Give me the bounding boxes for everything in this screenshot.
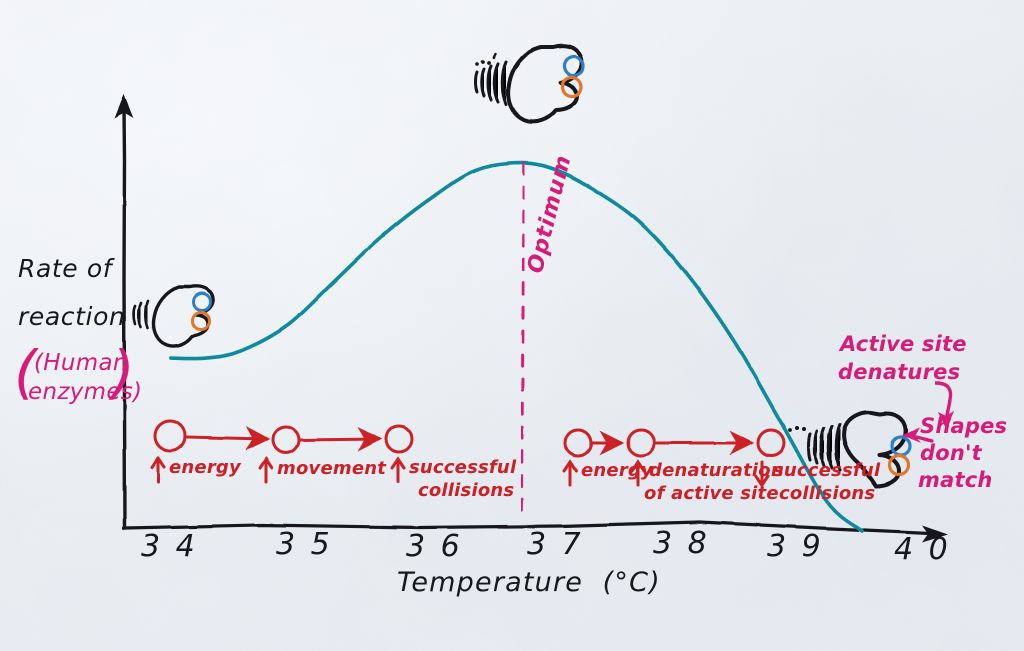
- active-site-note-line1: Active site: [840, 332, 967, 356]
- enzyme-motion-lines: [807, 422, 842, 472]
- enzyme-speed-dots: [788, 426, 806, 432]
- x-axis-title: Temperature (°C): [397, 567, 661, 598]
- shapes-note-line2: don't: [920, 441, 982, 465]
- step-node-1: [563, 428, 593, 458]
- arrow-up-left-2: [258, 456, 274, 484]
- arrow-down-right-3: [754, 460, 770, 488]
- arrow-up-left-1: [150, 455, 166, 484]
- arrow-up-right-2: [630, 459, 646, 487]
- right-step-3-label-line2: collisions: [779, 483, 876, 504]
- left-step-2-label: movement: [277, 458, 387, 479]
- x-tick-label-40: 4 0: [894, 532, 951, 567]
- x-tick-label-38: 3 8: [653, 526, 710, 561]
- right-step-3-label-line1: successful: [773, 460, 881, 481]
- right-step-chain: [563, 428, 786, 458]
- substrate-bottom-circle: [191, 311, 211, 331]
- left-paren: (: [14, 338, 37, 406]
- left-step-1-label: energy: [169, 457, 241, 478]
- step-connector-1: [185, 426, 271, 451]
- x-tick-label-37: 3 7: [527, 527, 584, 562]
- optimum-dashed-line: [519, 161, 526, 518]
- arrow-up-right-1: [562, 459, 578, 487]
- substrate-bottom-circle: [560, 75, 584, 99]
- enzyme-body-outline: [841, 410, 908, 488]
- shapes-note-line3: match: [918, 468, 993, 492]
- arrow-up-left-3: [390, 456, 406, 484]
- left-step-chain: [153, 419, 414, 455]
- step-node-1: [153, 419, 187, 453]
- step-caption-arrows: [150, 455, 770, 488]
- y-axis-label-line2: reaction: [18, 302, 126, 331]
- enzyme-speed-dots: [475, 60, 491, 66]
- y-axis-label-line1: Rate of: [18, 254, 113, 283]
- x-tick-label-35: 3 5: [276, 527, 333, 562]
- x-axis-arrowhead: [922, 525, 948, 542]
- substrate-top-circle: [562, 54, 586, 78]
- enzyme-low-temp-icon: [132, 284, 215, 348]
- enzyme-motion-lines: [474, 52, 508, 106]
- x-axis-line: [122, 520, 932, 535]
- y-axis-sublabel-group: ( ) (Human enzymes): [14, 343, 142, 410]
- x-tick-label-36: 3 6: [406, 529, 463, 564]
- shapes-note-line1: Shapes: [920, 414, 1008, 438]
- y-axis-line: [122, 106, 127, 530]
- x-tick-label-39: 3 9: [767, 529, 824, 564]
- substrate-top-circle: [192, 292, 212, 312]
- axes-group: [114, 94, 948, 542]
- y-axis-sublabel-line2: enzymes): [28, 379, 143, 405]
- enzyme-optimum-icon: [474, 43, 586, 124]
- y-axis-sublabel-line1: (Human: [34, 350, 128, 376]
- left-step-3-label-line2: collisions: [418, 480, 515, 501]
- rate-of-reaction-curve: [169, 161, 864, 533]
- shapes-dont-match-pointer-arrow: [902, 428, 934, 443]
- right-step-1-label: energy: [581, 460, 653, 481]
- right-step-2-label-line1: denaturation: [649, 460, 784, 481]
- right-paren: ): [112, 338, 135, 406]
- left-step-3-label-line1: successful: [409, 457, 517, 478]
- step-node-2: [626, 428, 656, 458]
- denatures-pointer-arrow: [934, 381, 954, 430]
- step-node-3: [384, 424, 414, 454]
- step-node-2: [271, 425, 301, 455]
- substrate-bottom-circle: [887, 453, 911, 477]
- enzyme-motion-lines: [132, 299, 150, 330]
- enzyme-body-outline: [151, 284, 215, 348]
- y-axis-arrowhead: [114, 94, 134, 118]
- enzyme-body-outline: [506, 43, 585, 124]
- right-step-2-label-line2: of active site: [644, 483, 779, 504]
- x-tick-label-34: 3 4: [141, 529, 198, 564]
- active-site-note-line2: denatures: [838, 360, 961, 384]
- enzyme-denatured-icon: [788, 410, 912, 488]
- step-connector-2: [299, 426, 383, 452]
- step-node-3: [756, 428, 786, 458]
